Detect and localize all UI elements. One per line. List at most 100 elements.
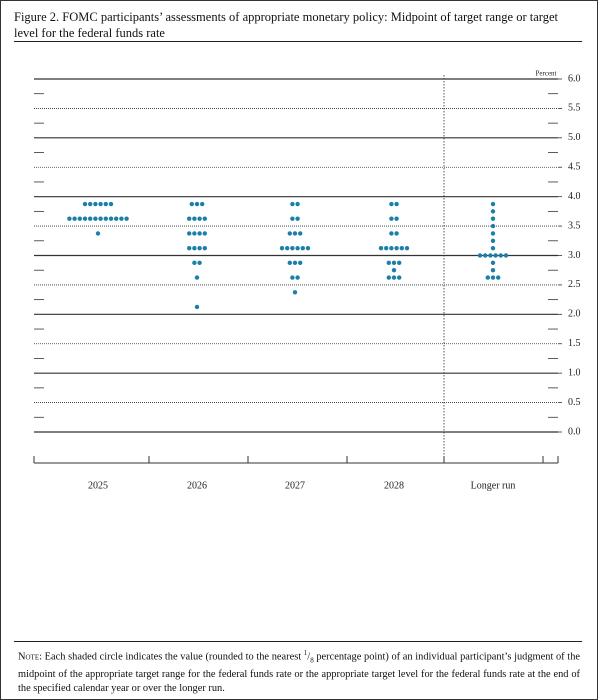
dot [498, 253, 503, 258]
dot [119, 216, 124, 221]
dot [394, 201, 399, 207]
dot [295, 275, 300, 280]
dot [187, 216, 192, 221]
dot [490, 238, 496, 243]
dot [88, 216, 93, 221]
dot [490, 209, 496, 214]
dot [386, 260, 391, 266]
dot [295, 245, 300, 251]
dot [490, 201, 496, 207]
dot [189, 201, 194, 207]
y-tick-label: 5.5 [568, 103, 581, 114]
dot [200, 201, 205, 207]
dot [483, 253, 488, 258]
dot [287, 260, 292, 266]
dot [394, 231, 399, 236]
note-text: Each shaded circle indicates the value (… [44, 651, 302, 663]
x-tick-label: 2026 [187, 480, 207, 491]
y-tick-label: 6.0 [568, 73, 581, 84]
dot [490, 216, 496, 221]
x-tick-label: 2028 [384, 480, 404, 491]
dot [187, 245, 192, 251]
dot [72, 216, 77, 221]
dot [485, 275, 490, 280]
dot [292, 231, 298, 236]
dot [103, 216, 109, 221]
y-tick-label: 3.5 [568, 220, 581, 231]
x-tick-label: 2027 [285, 480, 305, 491]
chart-title: Figure 2. FOMC participants’ assessments… [14, 10, 558, 40]
dot [292, 290, 298, 295]
dot [397, 275, 402, 280]
dot [493, 253, 498, 258]
dot [114, 216, 119, 221]
dot [295, 216, 300, 221]
dot [202, 231, 207, 236]
dot [394, 245, 399, 251]
y-tick-label: 3.0 [568, 250, 581, 261]
rule [14, 41, 582, 42]
dot [391, 260, 397, 266]
dot [488, 253, 493, 258]
dot [197, 260, 202, 266]
dot [192, 216, 197, 221]
dot [192, 245, 197, 251]
dot [290, 245, 295, 251]
dot [287, 231, 292, 236]
x-tick-label: 2025 [88, 480, 108, 491]
dot [490, 245, 496, 251]
dot [404, 245, 410, 251]
dot [95, 231, 101, 236]
dot [279, 245, 285, 251]
dot [202, 216, 207, 221]
note-label: Note: [18, 651, 42, 663]
dot [93, 201, 98, 207]
dot [192, 260, 197, 266]
x-tick-label: Longer run [471, 480, 516, 491]
y-tick-label: 0.0 [568, 426, 581, 437]
dot [194, 304, 200, 310]
dot [389, 245, 394, 251]
dot [389, 216, 394, 221]
dot [98, 216, 103, 221]
dot [77, 216, 83, 221]
unit-label: Percent [536, 70, 557, 78]
dot [194, 275, 200, 280]
y-tick-label: 2.0 [568, 309, 581, 320]
dot [490, 268, 496, 273]
rule [14, 641, 582, 642]
dot [103, 201, 109, 207]
dot [108, 201, 114, 207]
dot [386, 275, 391, 280]
dot [389, 231, 394, 236]
dot [197, 231, 202, 236]
dot [290, 201, 295, 207]
dot [108, 216, 114, 221]
dot [305, 245, 311, 251]
y-tick-label: 4.0 [568, 191, 581, 202]
dot [391, 268, 397, 273]
dot [98, 201, 103, 207]
note-text: 1 [303, 649, 308, 657]
dot [292, 260, 298, 266]
y-tick-label: 2.5 [568, 279, 581, 290]
dot [490, 275, 496, 280]
dot [496, 275, 501, 280]
chart: Percent 0.0 0.5 1.0 1.5 2.0 2.5 3.0 3.5 4.0 4.5 5.… [33, 70, 581, 491]
dot [192, 231, 197, 236]
dot [490, 223, 496, 229]
dot [93, 216, 98, 221]
dot [389, 201, 394, 207]
dot [194, 201, 200, 207]
dot [88, 201, 93, 207]
dot [295, 201, 300, 207]
dot [197, 245, 202, 251]
dot [300, 245, 305, 251]
dot [82, 216, 88, 221]
dot [124, 216, 129, 221]
dot [82, 201, 88, 207]
dot [490, 231, 496, 236]
dot [399, 245, 404, 251]
dot [202, 245, 207, 251]
